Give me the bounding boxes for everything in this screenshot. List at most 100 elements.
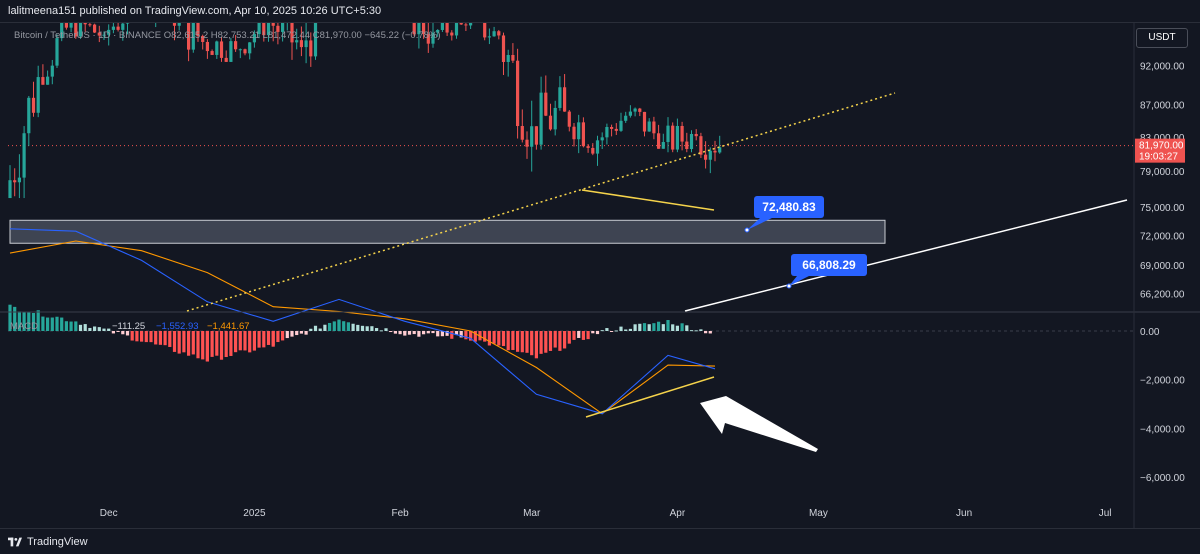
candle-body bbox=[464, 24, 467, 25]
candle-body bbox=[666, 126, 669, 142]
histogram-bar bbox=[239, 331, 242, 350]
price-tick-label: 75,000.00 bbox=[1140, 203, 1185, 214]
histogram-bar bbox=[601, 330, 604, 331]
histogram-bar bbox=[98, 327, 101, 331]
price-tick-label: 87,000.00 bbox=[1140, 100, 1185, 111]
histogram-bar bbox=[135, 331, 138, 341]
histogram-bar bbox=[380, 330, 383, 331]
histogram-bar bbox=[676, 326, 679, 331]
histogram-bar bbox=[258, 331, 261, 348]
candle-body bbox=[605, 127, 608, 137]
candle-body bbox=[243, 49, 246, 53]
histogram-bar bbox=[662, 324, 665, 331]
histogram-bar bbox=[102, 329, 105, 331]
histogram-bar bbox=[309, 329, 312, 331]
candle-body bbox=[309, 40, 312, 56]
tradingview-logo[interactable]: TradingView bbox=[8, 536, 88, 548]
callout-text: 72,480.83 bbox=[762, 200, 816, 214]
candle-body bbox=[643, 112, 646, 132]
candle-body bbox=[572, 127, 575, 139]
macd-tick-label: −4,000.00 bbox=[1140, 424, 1185, 435]
histogram-bar bbox=[337, 320, 340, 331]
histogram-bar bbox=[272, 331, 275, 347]
candle-body bbox=[229, 41, 232, 62]
histogram-bar bbox=[323, 325, 326, 331]
candle-body bbox=[55, 38, 58, 66]
histogram-bar bbox=[530, 331, 533, 355]
histogram-bar bbox=[215, 331, 218, 356]
histogram-bar bbox=[666, 320, 669, 331]
histogram-bar bbox=[591, 331, 594, 333]
candle-body bbox=[582, 122, 585, 146]
histogram-bar bbox=[187, 331, 190, 356]
currency-button[interactable]: USDT bbox=[1136, 28, 1188, 48]
candle-body bbox=[563, 87, 566, 111]
candle-body bbox=[629, 112, 632, 116]
histogram-bar bbox=[638, 324, 641, 331]
price-tick-label: 72,000.00 bbox=[1140, 232, 1185, 243]
candle-body bbox=[591, 148, 594, 154]
time-tick-label: May bbox=[809, 508, 828, 519]
histogram-bar bbox=[685, 325, 688, 331]
histogram-bar bbox=[549, 331, 552, 351]
histogram-bar bbox=[704, 331, 707, 333]
tradingview-logo-icon bbox=[8, 537, 22, 547]
candle-body bbox=[441, 22, 444, 30]
histogram-bar bbox=[709, 331, 712, 333]
histogram-bar bbox=[558, 331, 561, 351]
histogram-bar bbox=[690, 330, 693, 331]
histogram-bar bbox=[521, 331, 524, 352]
histogram-bar bbox=[276, 331, 279, 342]
histogram-bar bbox=[417, 331, 420, 337]
candle-body bbox=[525, 140, 528, 147]
macd-tick-label: −2,000.00 bbox=[1140, 376, 1185, 387]
histogram-bar bbox=[286, 331, 289, 338]
histogram-bar bbox=[84, 324, 87, 331]
candle-body bbox=[624, 116, 627, 121]
price-tick-label: 79,000.00 bbox=[1140, 167, 1185, 178]
histogram-bar bbox=[262, 331, 265, 347]
macd-legend-title: MACD bbox=[10, 321, 38, 332]
countdown-text: 19:03:27 bbox=[1139, 152, 1178, 163]
histogram-bar bbox=[643, 323, 646, 331]
histogram-bar bbox=[41, 317, 44, 331]
histogram-bar bbox=[65, 321, 68, 331]
candle-body bbox=[530, 126, 533, 147]
histogram-bar bbox=[366, 326, 369, 331]
histogram-bar bbox=[403, 331, 406, 333]
candle-body bbox=[450, 33, 453, 36]
histogram-bar bbox=[220, 331, 223, 360]
histogram-bar bbox=[248, 331, 251, 352]
candle-body bbox=[610, 127, 613, 129]
candle-body bbox=[37, 77, 40, 113]
histogram-bar bbox=[399, 331, 402, 334]
tradingview-brand: TradingView bbox=[27, 536, 88, 548]
histogram-bar bbox=[610, 331, 613, 332]
histogram-bar bbox=[154, 331, 157, 344]
last-price-text: 81,970.00 bbox=[1139, 141, 1184, 152]
histogram-bar bbox=[540, 331, 543, 354]
histogram-bar bbox=[93, 326, 96, 331]
candle-body bbox=[681, 126, 684, 142]
histogram-bar bbox=[572, 331, 575, 340]
macd-tick-label: 0.00 bbox=[1140, 327, 1160, 338]
histogram-bar bbox=[525, 331, 528, 353]
histogram-bar bbox=[516, 331, 519, 352]
histogram-bar bbox=[319, 329, 322, 331]
histogram-bar bbox=[634, 324, 637, 331]
histogram-bar bbox=[544, 331, 547, 353]
candle-body bbox=[676, 126, 679, 150]
macd-line-value: −1,552.93 bbox=[156, 321, 199, 332]
histogram-bar bbox=[699, 329, 702, 331]
candle-body bbox=[554, 108, 557, 129]
candle-body bbox=[455, 23, 458, 35]
histogram-bar bbox=[563, 331, 566, 348]
candle-body bbox=[239, 49, 242, 50]
histogram-bar bbox=[535, 331, 538, 358]
candle-body bbox=[596, 140, 599, 153]
bottom-bar: TradingView bbox=[0, 528, 1200, 554]
histogram-bar bbox=[243, 331, 246, 350]
candle-body bbox=[671, 126, 674, 150]
histogram-bar bbox=[361, 326, 364, 331]
